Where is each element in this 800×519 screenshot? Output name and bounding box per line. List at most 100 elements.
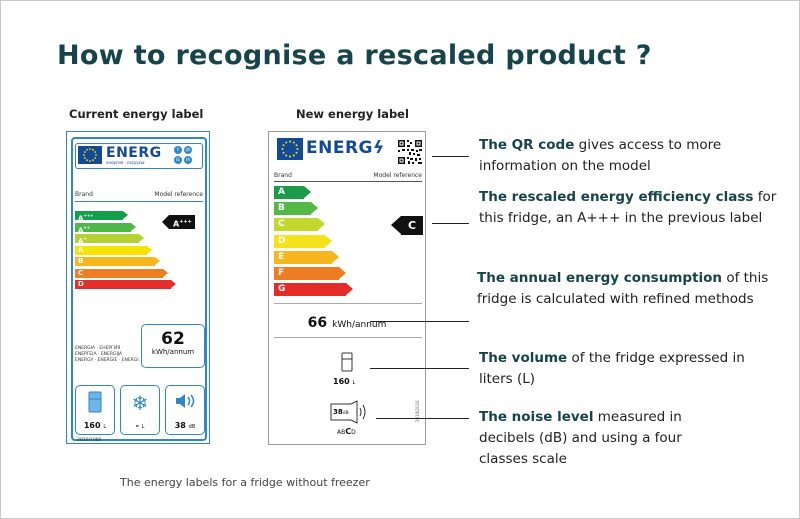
eu-star <box>285 154 288 157</box>
current-energ-subtitle: енергия · ενεργεια <box>106 160 145 165</box>
current-energ-logo: ENERG <box>106 145 162 161</box>
current-bar-plus: ++ <box>83 224 91 230</box>
bolt-icon: ϟ <box>373 138 385 158</box>
new-kwh-value: 66 <box>307 315 328 331</box>
new-efficiency-bar: F <box>274 267 346 280</box>
new-rating-arrow: C <box>391 216 423 235</box>
eu-star <box>86 159 88 162</box>
current-brand-row: Brand Model reference <box>75 191 203 198</box>
callout-noise-text: measured in decibels (dB) and using a fo… <box>479 409 682 467</box>
fridge-icon <box>341 352 353 372</box>
callout-noise-title: The noise level <box>479 409 594 425</box>
eu-star <box>289 140 291 143</box>
callout-annual-text: of this fridge is calculated with refine… <box>477 270 769 307</box>
callout-line <box>370 368 469 369</box>
noise-classes: ABCD <box>337 427 356 436</box>
callout-volume-title: The volume <box>479 350 568 366</box>
current-label-header: ENERG енергия · ενεργεια Y IJA IE IA <box>75 143 203 169</box>
current-bar-plus: + <box>83 236 87 241</box>
fridge-icon <box>88 391 102 413</box>
new-brand-row: Brand Model reference <box>274 172 422 179</box>
current-freezer-value: - <box>135 421 139 430</box>
speaker-icon <box>176 394 195 408</box>
current-energy-label: ENERG енергия · ενεργεια Y IJA IE IA Bra… <box>66 131 210 444</box>
language-dot: IA <box>184 156 192 164</box>
language-dot: IE <box>174 156 182 164</box>
new-bar-letter: F <box>278 268 285 278</box>
noise-class: B <box>341 429 346 436</box>
eu-star <box>83 151 86 153</box>
brand-label: Brand <box>75 191 93 198</box>
current-freezer-unit: L <box>141 424 145 430</box>
new-consumption: 66 kWh/annum <box>269 312 425 331</box>
new-kwh-unit: kWh/annum <box>332 320 387 330</box>
callout-line <box>370 321 469 322</box>
eu-star <box>285 141 288 144</box>
new-bar-letter: B <box>278 203 285 214</box>
qr-code-icon <box>397 139 423 165</box>
current-bar-letter: D <box>78 280 84 288</box>
divider <box>274 181 422 182</box>
current-efficiency-bar: A+ <box>75 234 144 245</box>
eu-star <box>295 144 298 147</box>
new-efficiency-bar: E <box>274 250 339 264</box>
eu-star <box>92 148 94 151</box>
energy-words: ENERGIA · ЕНЕРГИЯ ΕΝΕΡΓΕΙΑ · ENERGIJA EN… <box>75 346 139 363</box>
new-label-heading: New energy label <box>296 107 409 121</box>
callout-annual: The annual energy consumption of this fr… <box>477 268 777 310</box>
brand-label: Brand <box>274 172 292 179</box>
new-volume-value: 160 <box>333 377 350 386</box>
current-noise-value: 38 <box>174 421 186 430</box>
eu-star <box>95 154 97 156</box>
new-noise: 38dB <box>333 408 349 416</box>
language-dot: Y <box>174 146 182 154</box>
current-rating-letter: A <box>173 219 180 229</box>
eu-star <box>83 154 85 156</box>
current-efficiency-bar: A+++ <box>75 211 128 223</box>
current-volume-unit: L <box>103 424 107 430</box>
current-bar-letter: A <box>78 245 84 254</box>
current-efficiency-bar: A <box>75 245 152 255</box>
current-efficiency-bar: C <box>75 268 168 278</box>
current-kwh-unit: kWh/annum <box>151 348 195 356</box>
current-volume-box: 160 L <box>75 385 115 435</box>
language-dots: Y IJA IE IA <box>174 146 202 166</box>
new-rating-letter: C <box>407 219 417 232</box>
new-volume-unit: L <box>352 380 356 386</box>
language-dot: IJA <box>184 146 192 154</box>
eu-star <box>282 144 285 147</box>
current-bar-letter: A <box>78 214 84 223</box>
new-bar-letter: C <box>278 219 285 230</box>
new-energ-logo: ENERGϟ <box>306 138 385 158</box>
model-reference-label: Model reference <box>154 191 203 198</box>
eu-star <box>281 148 284 150</box>
eu-star <box>89 148 91 150</box>
callout-volume-text: of the fridge expressed in liters (L) <box>479 350 745 387</box>
eu-star <box>83 157 86 159</box>
new-efficiency-bar: B <box>274 202 318 216</box>
current-rating-arrow: A+++ <box>162 215 195 229</box>
callout-qr: The QR code gives access to more informa… <box>479 135 779 177</box>
current-noise-unit: dB <box>188 424 196 430</box>
new-energ-text: ENERG <box>306 138 373 158</box>
current-bar-letter: A <box>78 225 84 234</box>
figure-caption: The energy labels for a fridge without f… <box>120 476 370 489</box>
new-bar-letter: A <box>278 187 285 197</box>
callout-qr-text: gives access to more information on the … <box>479 137 722 174</box>
model-reference-label: Model reference <box>373 172 422 179</box>
current-bar-letter: C <box>78 268 84 277</box>
new-bar-letter: G <box>278 284 286 295</box>
current-label-border: ENERG енергия · ενεργεια Y IJA IE IA Bra… <box>71 137 207 443</box>
new-bar-letter: E <box>278 251 285 262</box>
speaker-icon <box>330 400 366 424</box>
current-noise-box: 38 dB <box>165 385 205 435</box>
callout-class: The rescaled energy efficiency class for… <box>479 187 779 229</box>
eu-star <box>94 157 97 159</box>
snowflake-icon: ❄ <box>131 391 149 415</box>
current-efficiency-bar: D <box>75 280 176 289</box>
callout-annual-title: The annual energy consumption <box>477 270 723 286</box>
current-label-heading: Current energy label <box>69 107 204 121</box>
eu-star <box>292 141 295 144</box>
callout-line <box>432 223 469 224</box>
